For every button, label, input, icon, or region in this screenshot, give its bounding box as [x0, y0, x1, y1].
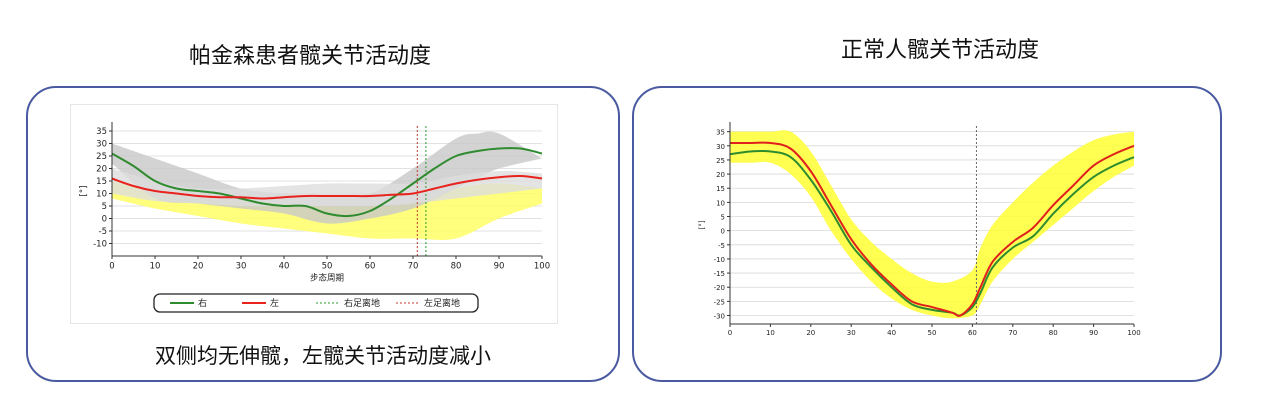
y-tick-label: 0: [102, 215, 107, 225]
y-tick-label: -5: [99, 227, 107, 237]
x-tick-label: 90: [494, 262, 505, 272]
y-tick-label: -20: [714, 284, 725, 292]
x-tick-label: 100: [1127, 329, 1140, 337]
y-tick-label: 15: [96, 177, 107, 187]
band-normal: [730, 130, 1134, 319]
series-line: [729, 141, 1135, 317]
y-tick-label: 5: [721, 214, 725, 222]
x-tick-label: 40: [279, 262, 290, 272]
x-tick-label: 70: [408, 262, 419, 272]
y-tick-label: -10: [714, 256, 725, 264]
y-axis-label: [°]: [79, 186, 89, 197]
y-tick-label: -10: [93, 240, 107, 250]
y-tick-label: 20: [716, 171, 725, 179]
left-title: 帕金森患者髋关节活动度: [188, 44, 431, 69]
x-tick-label: 80: [1049, 329, 1058, 337]
y-tick-label: 35: [716, 129, 725, 137]
y-tick-label: 35: [96, 127, 107, 137]
x-tick-label: 30: [236, 262, 247, 272]
legend-label: 左足离地: [424, 297, 460, 309]
x-tick-label: 0: [109, 262, 114, 272]
y-tick-label: -25: [714, 298, 725, 306]
x-tick-label: 100: [534, 262, 550, 272]
y-axis-label: [°]: [698, 220, 706, 229]
x-tick-label: 80: [451, 262, 462, 272]
series-line: [111, 174, 543, 200]
y-tick-label: 5: [102, 202, 107, 212]
y-tick-label: 30: [96, 140, 107, 150]
y-tick-label: 15: [716, 185, 725, 193]
y-tick-label: 25: [96, 152, 107, 162]
legend-label: 右: [198, 297, 207, 309]
legend-label: 右足离地: [344, 297, 380, 309]
x-tick-label: 50: [928, 329, 937, 337]
y-tick-label: 0: [721, 228, 725, 236]
x-tick-label: 60: [365, 262, 376, 272]
chart-legend: 右 左 右足离地 左足离地: [153, 293, 479, 313]
x-tick-label: 90: [1089, 329, 1098, 337]
x-tick-label: 60: [968, 329, 977, 337]
series-line: [111, 147, 543, 218]
y-tick-label: 10: [96, 190, 107, 200]
x-tick-label: 70: [1008, 329, 1017, 337]
x-tick-label: 20: [193, 262, 204, 272]
x-tick-label: 50: [322, 262, 333, 272]
y-tick-label: -30: [714, 313, 725, 321]
y-tick-label: 25: [716, 157, 725, 165]
x-tick-label: 10: [766, 329, 775, 337]
y-tick-label: 10: [716, 199, 725, 207]
y-tick-label: -5: [718, 242, 725, 250]
left-caption: 双侧均无伸髋，左髋关节活动度减小: [155, 344, 491, 368]
x-tick-label: 40: [887, 329, 896, 337]
x-tick-label: 30: [847, 329, 856, 337]
x-axis-label: 步态周期: [310, 273, 344, 284]
x-tick-label: 20: [806, 329, 815, 337]
y-tick-label: -15: [714, 270, 725, 278]
x-tick-label: 10: [150, 262, 161, 272]
right-title: 正常人髋关节活动度: [840, 38, 1039, 63]
x-tick-label: 0: [728, 329, 732, 337]
y-tick-label: 30: [716, 143, 725, 151]
y-tick-label: 20: [96, 165, 107, 175]
legend-label: 左: [270, 297, 279, 309]
